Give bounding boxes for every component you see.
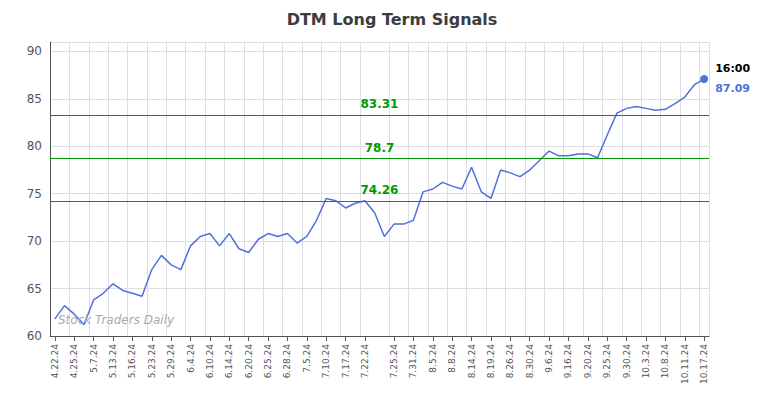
svg-text:5.7.24: 5.7.24 xyxy=(89,344,99,373)
svg-text:10.11.24: 10.11.24 xyxy=(680,344,690,384)
svg-text:80: 80 xyxy=(27,139,42,153)
svg-text:7.17.24: 7.17.24 xyxy=(341,344,351,379)
svg-text:65: 65 xyxy=(27,282,42,296)
svg-text:8.8.24: 8.8.24 xyxy=(447,344,457,373)
svg-text:6.20.24: 6.20.24 xyxy=(244,344,254,379)
svg-text:8.26.24: 8.26.24 xyxy=(505,344,515,379)
svg-text:87.09: 87.09 xyxy=(715,82,750,95)
svg-text:4.25.24: 4.25.24 xyxy=(69,344,79,379)
svg-text:6.4.24: 6.4.24 xyxy=(186,344,196,373)
svg-text:78.7: 78.7 xyxy=(365,141,395,155)
svg-text:8.30.24: 8.30.24 xyxy=(525,344,535,379)
svg-text:10.8.24: 10.8.24 xyxy=(660,344,670,379)
svg-text:75: 75 xyxy=(27,187,42,201)
svg-text:10.3.24: 10.3.24 xyxy=(641,344,651,379)
svg-text:Stock Traders Daily: Stock Traders Daily xyxy=(58,313,175,327)
svg-text:8.19.24: 8.19.24 xyxy=(486,344,496,379)
svg-text:6.25.24: 6.25.24 xyxy=(263,344,273,379)
svg-text:9.30.24: 9.30.24 xyxy=(622,344,632,379)
svg-text:5.23.24: 5.23.24 xyxy=(147,344,157,379)
svg-text:16:00: 16:00 xyxy=(715,62,750,75)
svg-text:9.25.24: 9.25.24 xyxy=(602,344,612,379)
svg-text:8.14.24: 8.14.24 xyxy=(467,344,477,379)
svg-text:5.29.24: 5.29.24 xyxy=(166,344,176,379)
svg-text:60: 60 xyxy=(27,329,42,343)
svg-text:DTM Long Term Signals: DTM Long Term Signals xyxy=(287,10,498,29)
svg-text:7.5.24: 7.5.24 xyxy=(302,344,312,373)
svg-text:74.26: 74.26 xyxy=(361,183,399,197)
svg-text:85: 85 xyxy=(27,92,42,106)
svg-text:5.16.24: 5.16.24 xyxy=(127,344,137,379)
svg-text:5.13.24: 5.13.24 xyxy=(108,344,118,379)
svg-text:6.14.24: 6.14.24 xyxy=(224,344,234,379)
svg-text:7.10.24: 7.10.24 xyxy=(321,344,331,379)
svg-text:7.22.24: 7.22.24 xyxy=(360,344,370,379)
svg-text:4.22.24: 4.22.24 xyxy=(50,344,60,379)
svg-text:10.17.24: 10.17.24 xyxy=(699,344,709,384)
svg-text:7.25.24: 7.25.24 xyxy=(389,344,399,379)
svg-text:7.31.24: 7.31.24 xyxy=(408,344,418,379)
svg-text:6.10.24: 6.10.24 xyxy=(205,344,215,379)
svg-text:9.16.24: 9.16.24 xyxy=(563,344,573,379)
svg-text:90: 90 xyxy=(27,44,42,58)
svg-text:83.31: 83.31 xyxy=(361,97,399,111)
svg-text:8.5.24: 8.5.24 xyxy=(428,344,438,373)
svg-text:6.28.24: 6.28.24 xyxy=(282,344,292,379)
svg-text:9.6.24: 9.6.24 xyxy=(544,344,554,373)
svg-text:9.20.24: 9.20.24 xyxy=(583,344,593,379)
svg-text:70: 70 xyxy=(27,234,42,248)
